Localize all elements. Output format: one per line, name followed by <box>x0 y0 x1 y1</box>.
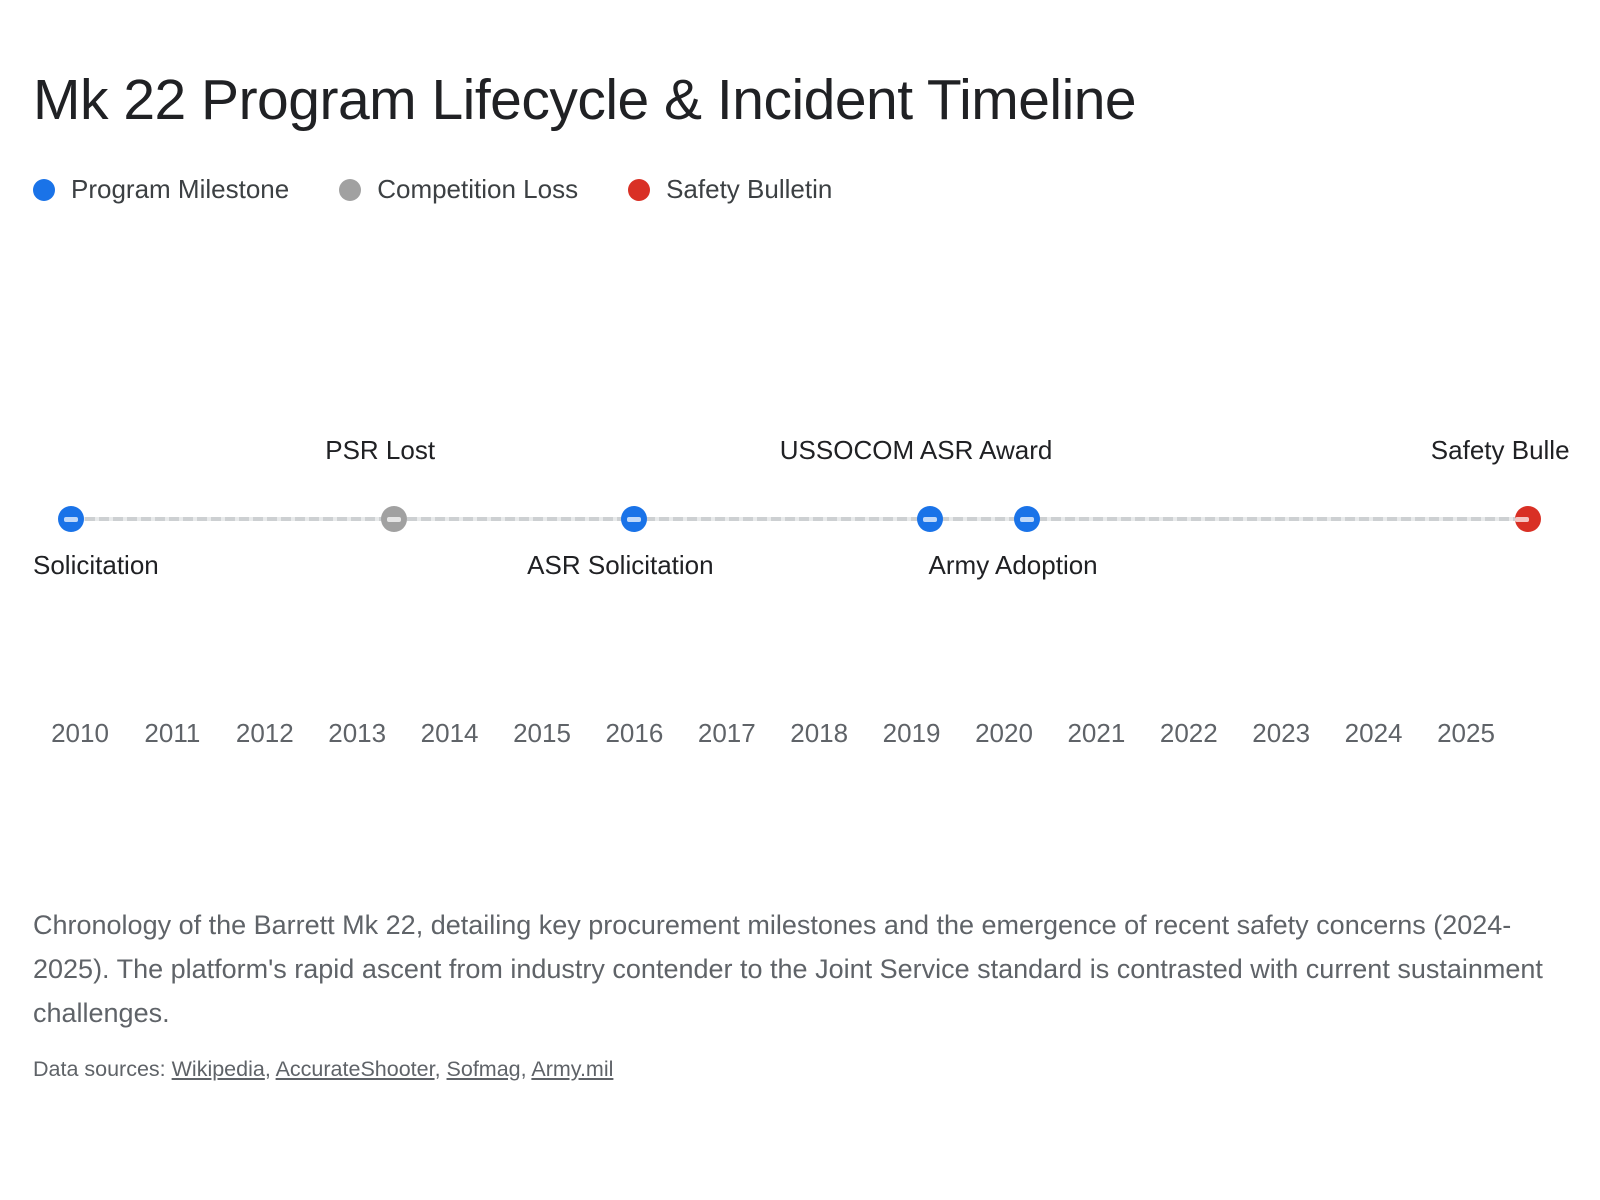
event-dot-solicitation <box>57 506 84 532</box>
year-tick-2023: 2023 <box>1252 718 1311 748</box>
source-link-accurateshooter[interactable]: AccurateShooter <box>275 1056 435 1081</box>
event-dot-asr-solicitation <box>621 506 648 532</box>
event-label-ussocom-asr-award: USSOCOM ASR Award <box>779 435 1053 465</box>
event-dot-safety-bulletin <box>1514 506 1541 532</box>
data-sources-prefix: Data sources: <box>33 1056 172 1081</box>
legend-dot-safety-bulletin <box>628 178 651 201</box>
year-tick-2025: 2025 <box>1437 718 1495 748</box>
source-link-wikipedia[interactable]: Wikipedia <box>171 1056 265 1081</box>
legend-label: Competition Loss <box>377 174 579 204</box>
event-dot-psr-lost <box>381 506 408 532</box>
year-tick-2014: 2014 <box>420 718 479 748</box>
year-tick-2017: 2017 <box>697 718 756 748</box>
year-tick-2015: 2015 <box>513 718 571 748</box>
event-dot-dash <box>627 517 642 522</box>
year-tick-2021: 2021 <box>1067 718 1126 748</box>
timeline-chart: Solicitation PSR Lost ASR Solicitation USSO… <box>33 435 1570 748</box>
event-dot-dash <box>923 517 938 522</box>
year-tick-2016: 2016 <box>605 718 664 748</box>
year-tick-2013: 2013 <box>328 718 387 748</box>
year-tick-2018: 2018 <box>790 718 849 748</box>
page-title: Mk 22 Program Lifecycle & Incident Timel… <box>33 68 1137 133</box>
legend-label: Safety Bulletin <box>666 174 833 204</box>
event-dot-dash <box>63 517 78 522</box>
year-tick-2012: 2012 <box>235 718 294 748</box>
event-dot-dash <box>1514 517 1529 522</box>
timeline-line-dashes <box>70 517 1528 521</box>
legend-item-safety-bulletin: Safety Bulletin <box>628 174 832 205</box>
year-tick-2019: 2019 <box>882 718 941 748</box>
chart-legend: Program Milestone Competition Loss Safety … <box>33 174 832 205</box>
event-dot-army-adoption <box>1014 506 1041 532</box>
year-tick-2010: 2010 <box>51 718 109 748</box>
source-link-army-mil[interactable]: Army.mil <box>531 1056 614 1081</box>
year-tick-2024: 2024 <box>1344 718 1403 748</box>
year-tick-2011: 2011 <box>144 718 201 748</box>
legend-dot-competition-loss <box>339 178 362 201</box>
event-label-safety-bulletin: Safety Bulletin <box>1430 435 1570 465</box>
data-sources: Data sources: Wikipedia, AccurateShooter… <box>33 1056 614 1081</box>
year-tick-2022: 2022 <box>1159 718 1218 748</box>
legend-label: Program Milestone <box>71 174 290 204</box>
source-link-sofmag[interactable]: Sofmag <box>446 1056 521 1081</box>
event-dot-ussocom-asr-award <box>917 506 944 532</box>
legend-item-competition-loss: Competition Loss <box>339 174 578 205</box>
event-label-army-adoption: Army Adoption <box>928 550 1098 580</box>
legend-item-program-milestone: Program Milestone <box>33 174 289 205</box>
legend-dot-program-milestone <box>33 178 55 201</box>
event-label-asr-solicitation: ASR Solicitation <box>527 550 714 580</box>
event-label-solicitation: Solicitation <box>33 550 159 580</box>
event-dot-dash <box>1020 517 1035 522</box>
event-dot-dash <box>387 517 402 522</box>
chart-caption: Chronology of the Barrett Mk 22, detaili… <box>33 910 1543 1028</box>
event-label-psr-lost: PSR Lost <box>325 435 436 465</box>
year-tick-2020: 2020 <box>975 718 1033 748</box>
